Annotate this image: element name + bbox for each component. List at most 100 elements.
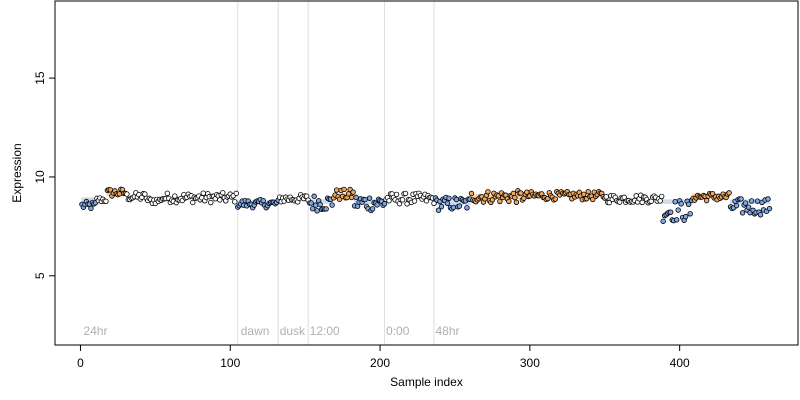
data-point	[350, 189, 356, 195]
data-point	[446, 195, 452, 201]
data-point	[485, 189, 491, 195]
data-point	[438, 203, 445, 210]
time-annotation-label: dawn	[241, 324, 270, 338]
data-point	[348, 194, 355, 201]
x-axis: 0 100 200 300 400	[77, 344, 690, 370]
data-point	[657, 198, 663, 204]
vertical-guide-lines	[237, 1, 435, 345]
data-point	[435, 207, 442, 213]
data-point	[506, 198, 512, 205]
data-point	[660, 218, 666, 224]
data-point	[739, 210, 746, 216]
data-point	[765, 196, 771, 202]
data-point	[497, 198, 503, 205]
data-point	[678, 201, 684, 207]
data-point	[220, 190, 226, 196]
data-point	[581, 191, 587, 198]
data-point	[518, 190, 524, 196]
data-point	[362, 196, 368, 203]
data-point	[754, 198, 761, 204]
data-point	[606, 199, 612, 206]
data-point	[317, 201, 323, 208]
x-tick-label: 400	[670, 356, 690, 370]
data-point	[232, 199, 238, 205]
data-point	[116, 191, 123, 197]
y-tick-label: 15	[33, 71, 47, 85]
time-annotation-label: 0:00	[386, 324, 410, 338]
mean-band	[434, 200, 471, 206]
data-point	[312, 202, 319, 208]
time-annotation-label: dusk	[280, 324, 306, 338]
data-point	[369, 206, 376, 212]
data-point	[308, 200, 314, 206]
data-point	[393, 191, 400, 198]
data-point	[745, 204, 752, 210]
data-point	[687, 211, 693, 217]
data-point	[88, 205, 94, 212]
data-point	[468, 190, 475, 197]
data-point	[673, 217, 680, 223]
data-point	[172, 193, 178, 199]
data-point	[513, 199, 520, 205]
x-tick-label: 200	[370, 356, 390, 370]
data-point	[703, 197, 710, 204]
data-point	[309, 206, 316, 212]
data-point	[411, 198, 418, 204]
data-point	[757, 212, 764, 218]
data-point	[423, 198, 430, 204]
data-point	[374, 202, 380, 208]
data-point	[208, 199, 214, 206]
data-point	[512, 194, 518, 201]
data-point	[453, 196, 460, 203]
plot-frame	[54, 0, 799, 346]
data-point	[399, 197, 406, 203]
data-point	[667, 209, 674, 215]
data-point	[341, 186, 347, 193]
data-point	[726, 190, 732, 196]
data-point	[366, 195, 373, 201]
data-point	[124, 191, 130, 197]
data-point	[766, 205, 773, 212]
data-point	[748, 198, 755, 204]
data-point	[402, 190, 409, 197]
data-point	[217, 197, 223, 203]
time-annotation-label: 48hr	[435, 324, 459, 338]
x-axis-label: Sample index	[390, 375, 463, 389]
data-point	[233, 190, 239, 197]
data-point	[333, 187, 340, 193]
data-point	[552, 196, 559, 202]
data-point	[260, 197, 266, 204]
data-point	[329, 202, 335, 208]
x-tick-label: 300	[520, 356, 540, 370]
mean-band	[81, 197, 97, 203]
data-point	[314, 208, 320, 214]
data-point	[164, 190, 171, 196]
time-annotation-label: 12:00	[310, 324, 340, 338]
data-point	[742, 200, 749, 206]
data-point	[311, 193, 317, 199]
data-point	[590, 196, 596, 203]
x-tick-label: 0	[77, 356, 84, 370]
data-point	[685, 201, 692, 207]
y-tick-label: 5	[33, 272, 47, 279]
y-axis-label: Expression	[10, 143, 24, 202]
data-point	[381, 201, 388, 207]
data-point	[621, 194, 627, 201]
data-point	[658, 193, 665, 200]
data-point	[456, 203, 463, 209]
data-point	[353, 194, 359, 201]
data-point	[103, 198, 109, 205]
data-point	[603, 194, 609, 200]
mean-band	[353, 199, 386, 205]
data-point	[675, 207, 681, 213]
data-point	[738, 196, 744, 202]
time-annotation-label: 24hr	[83, 324, 107, 338]
y-tick-label: 10	[33, 170, 47, 184]
data-point	[190, 199, 196, 206]
data-points	[79, 186, 773, 224]
data-point	[464, 205, 470, 211]
data-point	[733, 202, 740, 209]
data-point	[672, 199, 678, 205]
